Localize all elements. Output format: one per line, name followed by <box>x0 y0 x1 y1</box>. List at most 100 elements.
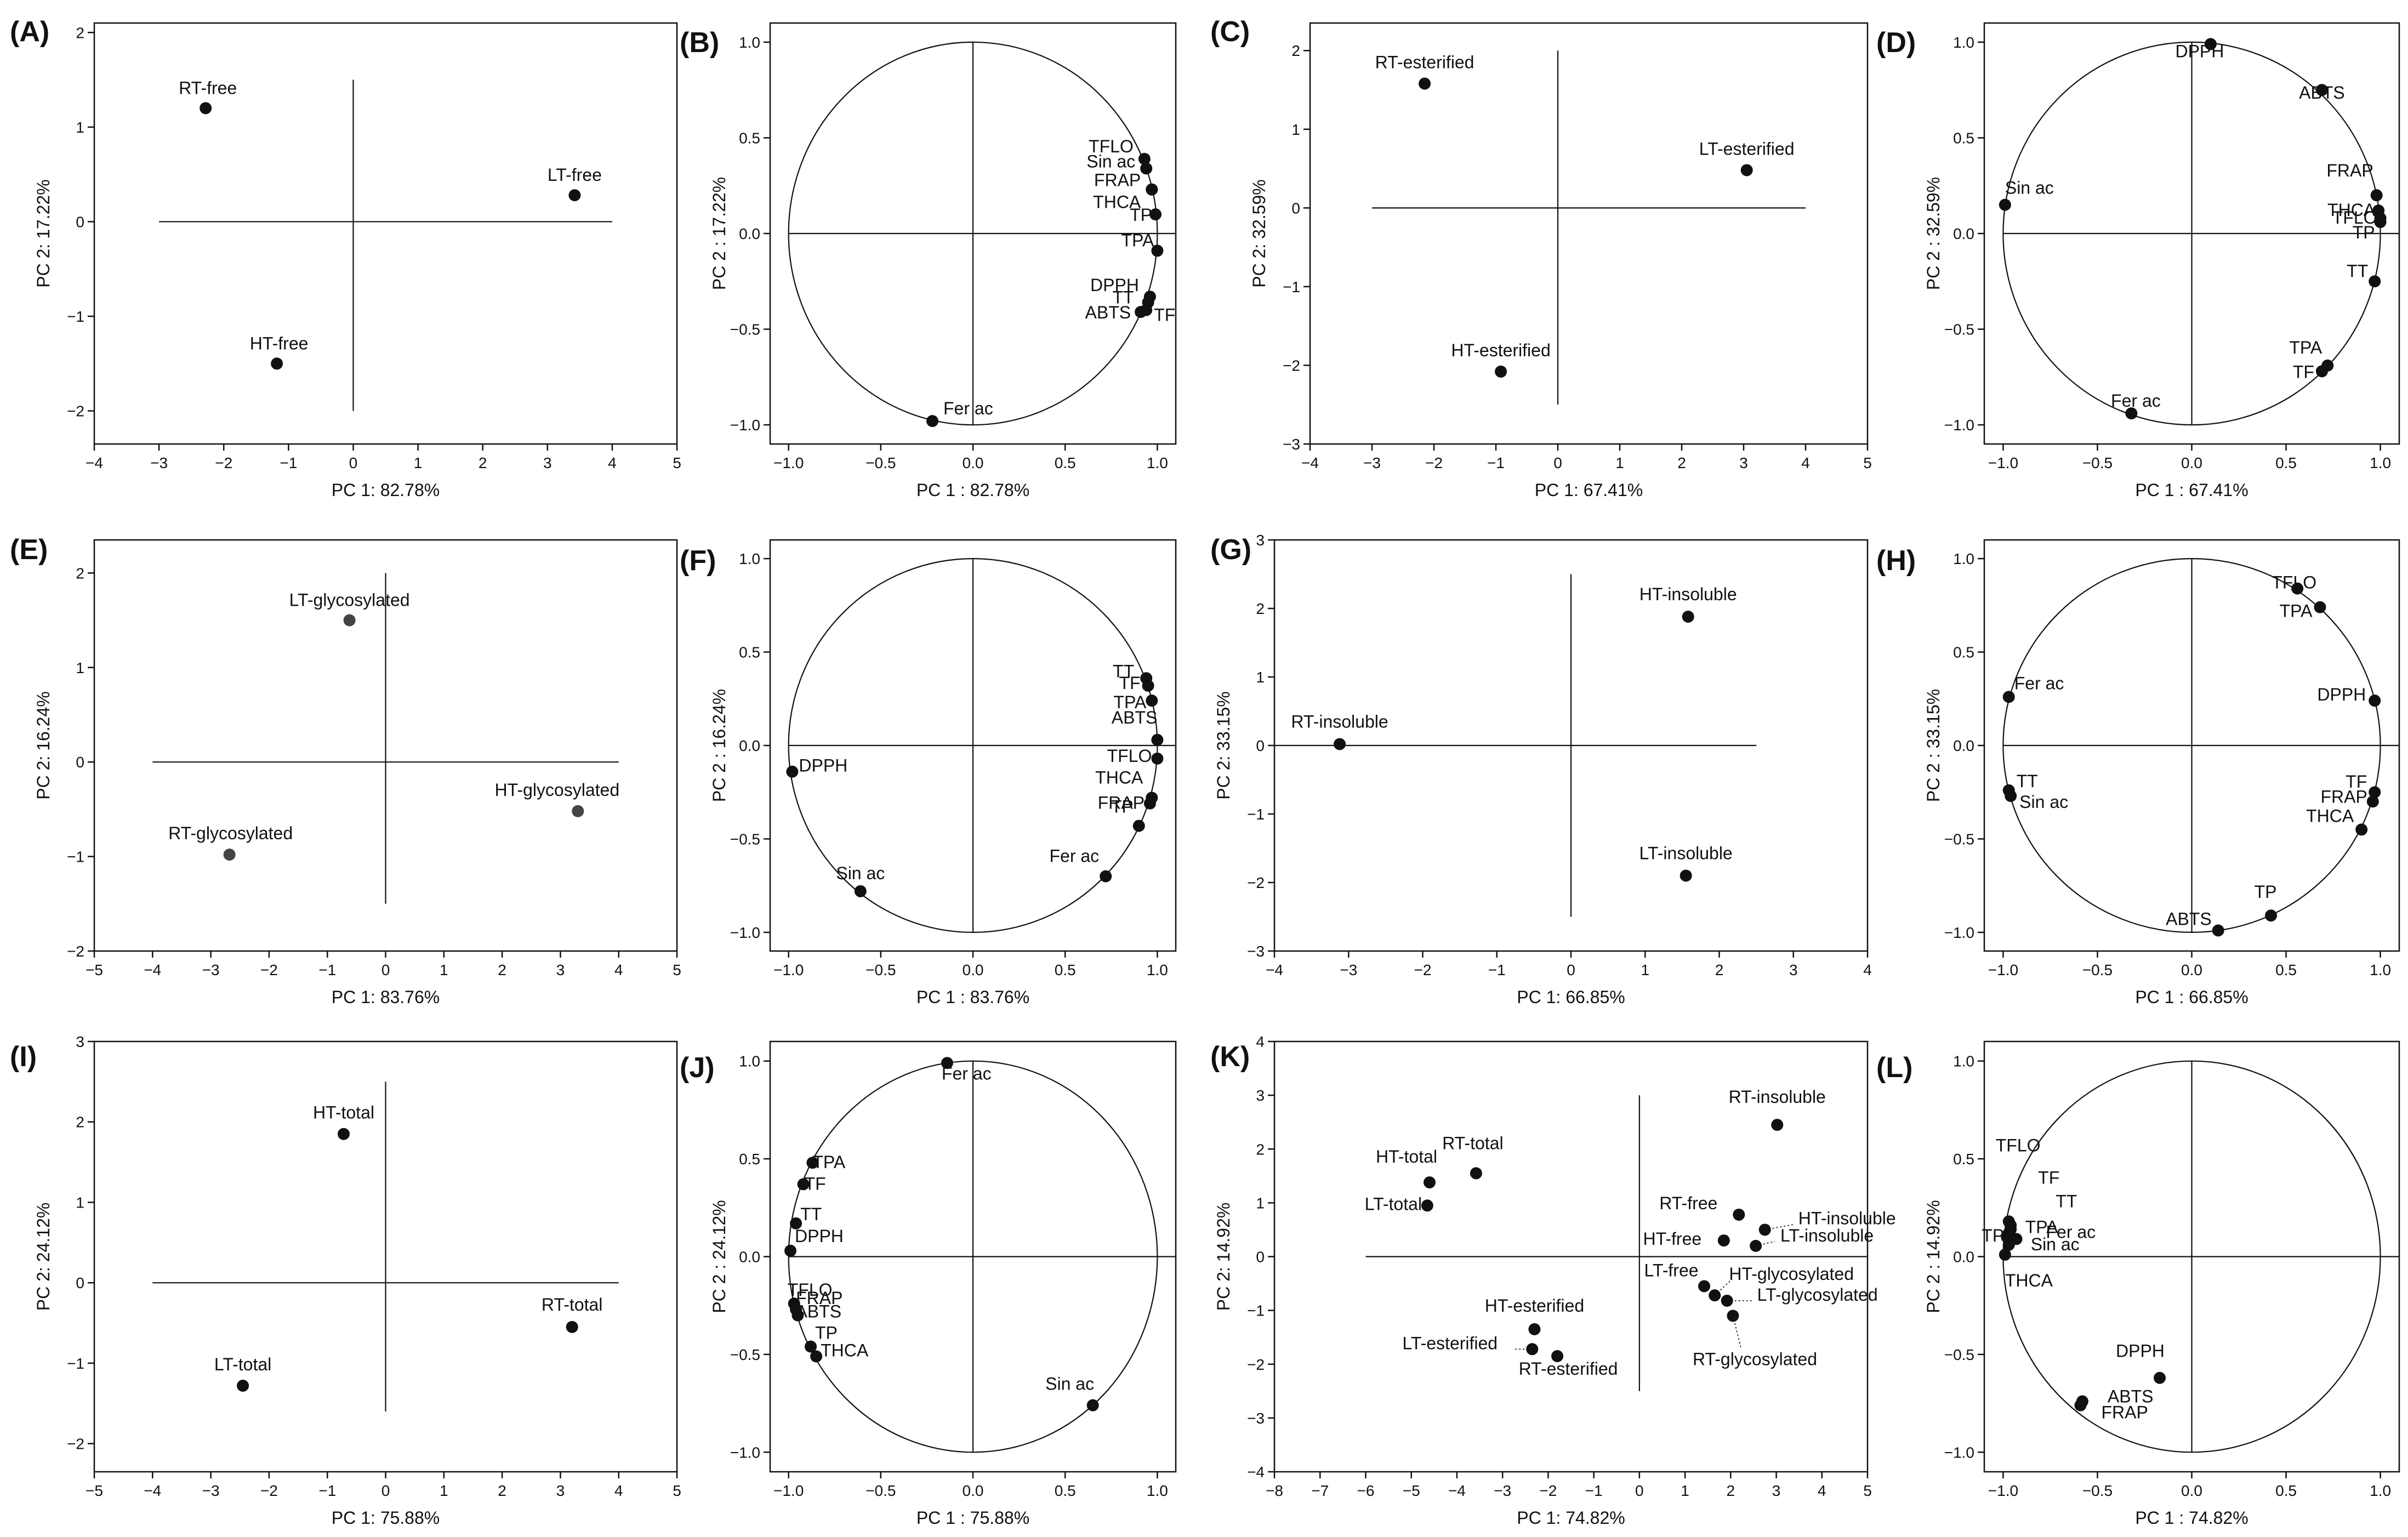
y-tick-label: 1.0 <box>1953 550 1974 567</box>
x-tick-label: −1.0 <box>773 961 804 978</box>
x-tick-label: −3 <box>1363 454 1381 471</box>
x-tick-label: −0.5 <box>866 454 896 471</box>
point-frap <box>2370 189 2383 202</box>
x-tick-label: −7 <box>1311 1482 1329 1499</box>
point-tf <box>2369 786 2381 799</box>
y-tick-label: 1.0 <box>739 550 760 567</box>
panel-id: (I) <box>10 1041 37 1073</box>
y-tick-label: 1 <box>1291 121 1300 138</box>
y-tick-label: −2 <box>1283 357 1300 374</box>
point-frap <box>2366 795 2379 808</box>
y-tick-label: 1.0 <box>739 1053 760 1070</box>
y-tick-label: 3 <box>1256 532 1265 549</box>
x-axis-label: PC 1: 75.88% <box>332 1508 440 1528</box>
panel-f: −1.0 −0.5 0.0 0.5 1.0 −1.0 −0.5 0.0 0.5 1.0 PC 1 :… <box>680 539 1177 1007</box>
x-tick-label: −8 <box>1266 1482 1283 1499</box>
x-axis-label: PC 1 : 75.88% <box>916 1508 1029 1528</box>
point-tt <box>790 1217 802 1229</box>
x-tick-label: 5 <box>673 961 681 978</box>
point-tp <box>1132 819 1145 832</box>
x-tick-label: −0.5 <box>2082 1482 2113 1499</box>
label-leader <box>1764 1223 1795 1231</box>
panel-b: −1.0 −0.5 0.0 0.5 1.0 −1.0 −0.5 0.0 0.5 1.0 PC 1 :… <box>680 22 1177 500</box>
y-tick-label: 0.0 <box>1953 737 1974 754</box>
point-tpa <box>1151 244 1164 257</box>
point-label-sin-ac: Sin ac <box>2031 1234 2080 1254</box>
x-tick-label: 5 <box>1863 1482 1872 1499</box>
point-label-tf: TF <box>2346 772 2367 792</box>
point-label-tt: TT <box>2017 771 2038 791</box>
point-label-tp: TP <box>815 1323 838 1343</box>
point-label-abts: ABTS <box>1112 708 1158 727</box>
point-lt-insoluble <box>1680 869 1692 882</box>
point-rt-total <box>566 1320 578 1333</box>
point-tp <box>805 1340 817 1353</box>
point-label-dpph: DPPH <box>799 756 847 776</box>
point-label-dpph: DPPH <box>2317 685 2366 704</box>
point-label-dpph: DPPH <box>2116 1341 2165 1361</box>
point-label-abts: ABTS <box>795 1302 841 1322</box>
point-sin-ac <box>1086 1399 1099 1411</box>
x-tick-label: 4 <box>1801 454 1810 471</box>
point-label-dpph: DPPH <box>1090 275 1139 295</box>
point-fer-ac <box>941 1057 953 1069</box>
y-tick-label: 3 <box>76 1033 84 1050</box>
point-tflo <box>2291 582 2304 595</box>
point-sin-ac <box>854 885 867 897</box>
x-axis-label: PC 1: 74.82% <box>1517 1508 1625 1528</box>
panel-id: (C) <box>1210 16 1250 48</box>
point-ht-free <box>1717 1234 1730 1247</box>
y-tick-label: −1.0 <box>730 417 760 434</box>
point-label-fer-ac: Fer ac <box>942 1063 992 1083</box>
y-tick-label: −1 <box>67 849 84 866</box>
x-tick-label: −3 <box>150 454 168 471</box>
x-tick-label: −1.0 <box>773 1482 804 1499</box>
x-tick-label: 3 <box>1739 454 1748 471</box>
label-leader <box>1732 1316 1742 1349</box>
x-tick-label: −2 <box>1425 454 1443 471</box>
y-tick-label: 0 <box>1291 200 1300 217</box>
x-tick-label: −0.5 <box>2082 454 2113 471</box>
point-label-sin-ac: Sin ac <box>2019 792 2068 812</box>
point-ht-esterified <box>1495 365 1507 378</box>
y-tick-label: −1.0 <box>730 924 760 941</box>
point-abts <box>2315 84 2328 96</box>
point-label-tp: TP <box>1982 1226 2004 1245</box>
panel-id: (J) <box>680 1052 715 1084</box>
point-lt-total <box>1421 1199 1433 1212</box>
x-tick-label: 5 <box>673 454 681 471</box>
x-tick-label: −0.5 <box>2082 961 2113 978</box>
y-axis-label: PC 2 : 17.22% <box>709 177 729 290</box>
x-tick-label: −2 <box>215 454 232 471</box>
y-tick-label: −1 <box>1283 278 1300 295</box>
y-axis-label: PC 2 : 33.15% <box>1923 689 1943 802</box>
y-axis-label: PC 2 : 32.59% <box>1923 177 1943 290</box>
x-tick-label: −2 <box>1414 961 1432 978</box>
panel-id: (B) <box>680 27 719 59</box>
x-tick-label: −1 <box>318 1482 336 1499</box>
point-label-dpph: DPPH <box>795 1226 844 1246</box>
point-label-ht-esterified: HT-esterified <box>1451 340 1550 360</box>
x-tick-label: −3 <box>1340 961 1357 978</box>
point-rt-free <box>200 102 212 115</box>
label-leader <box>1146 310 1152 316</box>
point-label-rt-insoluble: RT-insoluble <box>1729 1087 1826 1107</box>
x-tick-label: 1 <box>440 961 448 978</box>
point-label-sin-ac: Sin ac <box>836 863 885 883</box>
point-sin-ac <box>2002 1239 2015 1251</box>
point-label-rt-insoluble: RT-insoluble <box>1291 712 1388 732</box>
point-label-ht-esterified: HT-esterified <box>1485 1296 1584 1316</box>
point-label-tp: TP <box>2255 882 2277 902</box>
x-tick-label: −2 <box>260 1482 278 1499</box>
point-label-frap: FRAP <box>796 1288 842 1308</box>
y-tick-label: 0.5 <box>1953 1151 1974 1168</box>
point-dpph <box>2204 38 2217 50</box>
panel-id: (F) <box>680 545 716 577</box>
x-tick-label: −2 <box>260 961 278 978</box>
point-tf <box>2315 365 2328 378</box>
point-ht-total <box>337 1128 350 1140</box>
point-tp <box>2374 216 2387 229</box>
y-tick-label: −2 <box>67 943 84 960</box>
y-tick-label: 0.5 <box>739 129 760 146</box>
